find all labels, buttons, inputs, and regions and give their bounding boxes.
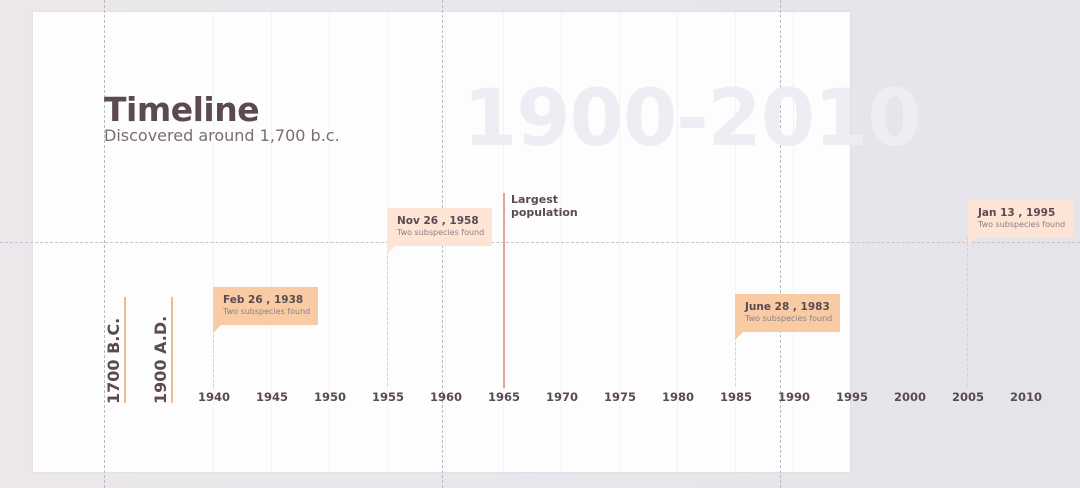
axis-tick-label: 2010: [1009, 390, 1043, 404]
era-label-1700bc[interactable]: 1700 B.C.: [104, 317, 123, 404]
event-date: Nov 26 , 1958: [397, 215, 479, 227]
page-subtitle[interactable]: Discovered around 1,700 b.c.: [104, 126, 340, 145]
axis-tick-label: 1970: [545, 390, 579, 404]
event-connector: [213, 325, 214, 387]
era-bar: [171, 297, 173, 403]
event-date: June 28 , 1983: [745, 301, 830, 313]
axis-tick-label: 1945: [255, 390, 289, 404]
range-watermark: 1900-2010: [463, 74, 922, 164]
era-bar: [124, 297, 126, 403]
axis-tick-label: 2005: [951, 390, 985, 404]
population-marker-label[interactable]: Largest population: [511, 193, 578, 219]
event-card[interactable]: Feb 26 , 1938 Two subspecies found: [213, 287, 318, 333]
axis-tick-label: 1985: [719, 390, 753, 404]
event-card[interactable]: Nov 26 , 1958 Two subspecies found: [387, 208, 492, 254]
era-label-1900ad[interactable]: 1900 A.D.: [151, 315, 170, 404]
axis-tick-label: 1965: [487, 390, 521, 404]
axis-tick-label: 1955: [371, 390, 405, 404]
event-date: Jan 13 , 1995: [978, 207, 1056, 219]
page-title[interactable]: Timeline: [104, 90, 260, 129]
event-card[interactable]: June 28 , 1983 Two subspecies found: [735, 294, 840, 340]
population-marker-line[interactable]: [503, 193, 505, 388]
axis-tick-label: 1960: [429, 390, 463, 404]
event-description: Two subspecies found: [978, 220, 1066, 229]
axis-tick-label: 1940: [197, 390, 231, 404]
event-connector: [387, 246, 388, 386]
guide-line-horizontal[interactable]: [0, 242, 1080, 243]
event-description: Two subspecies found: [397, 228, 485, 237]
event-description: Two subspecies found: [223, 307, 311, 316]
guide-line-vertical[interactable]: [104, 0, 105, 488]
axis-tick-label: 1990: [777, 390, 811, 404]
axis-tick-label: 2000: [893, 390, 927, 404]
event-date: Feb 26 , 1938: [223, 294, 304, 306]
axis-tick-label: 1975: [603, 390, 637, 404]
guide-line-vertical[interactable]: [780, 0, 781, 488]
event-card[interactable]: Jan 13 , 1995 Two subspecies found: [968, 200, 1073, 246]
event-description: Two subspecies found: [745, 314, 833, 323]
event-connector: [735, 332, 736, 386]
axis-tick-label: 1950: [313, 390, 347, 404]
event-connector: [967, 238, 968, 386]
axis-tick-label: 1995: [835, 390, 869, 404]
axis-tick-label: 1980: [661, 390, 695, 404]
